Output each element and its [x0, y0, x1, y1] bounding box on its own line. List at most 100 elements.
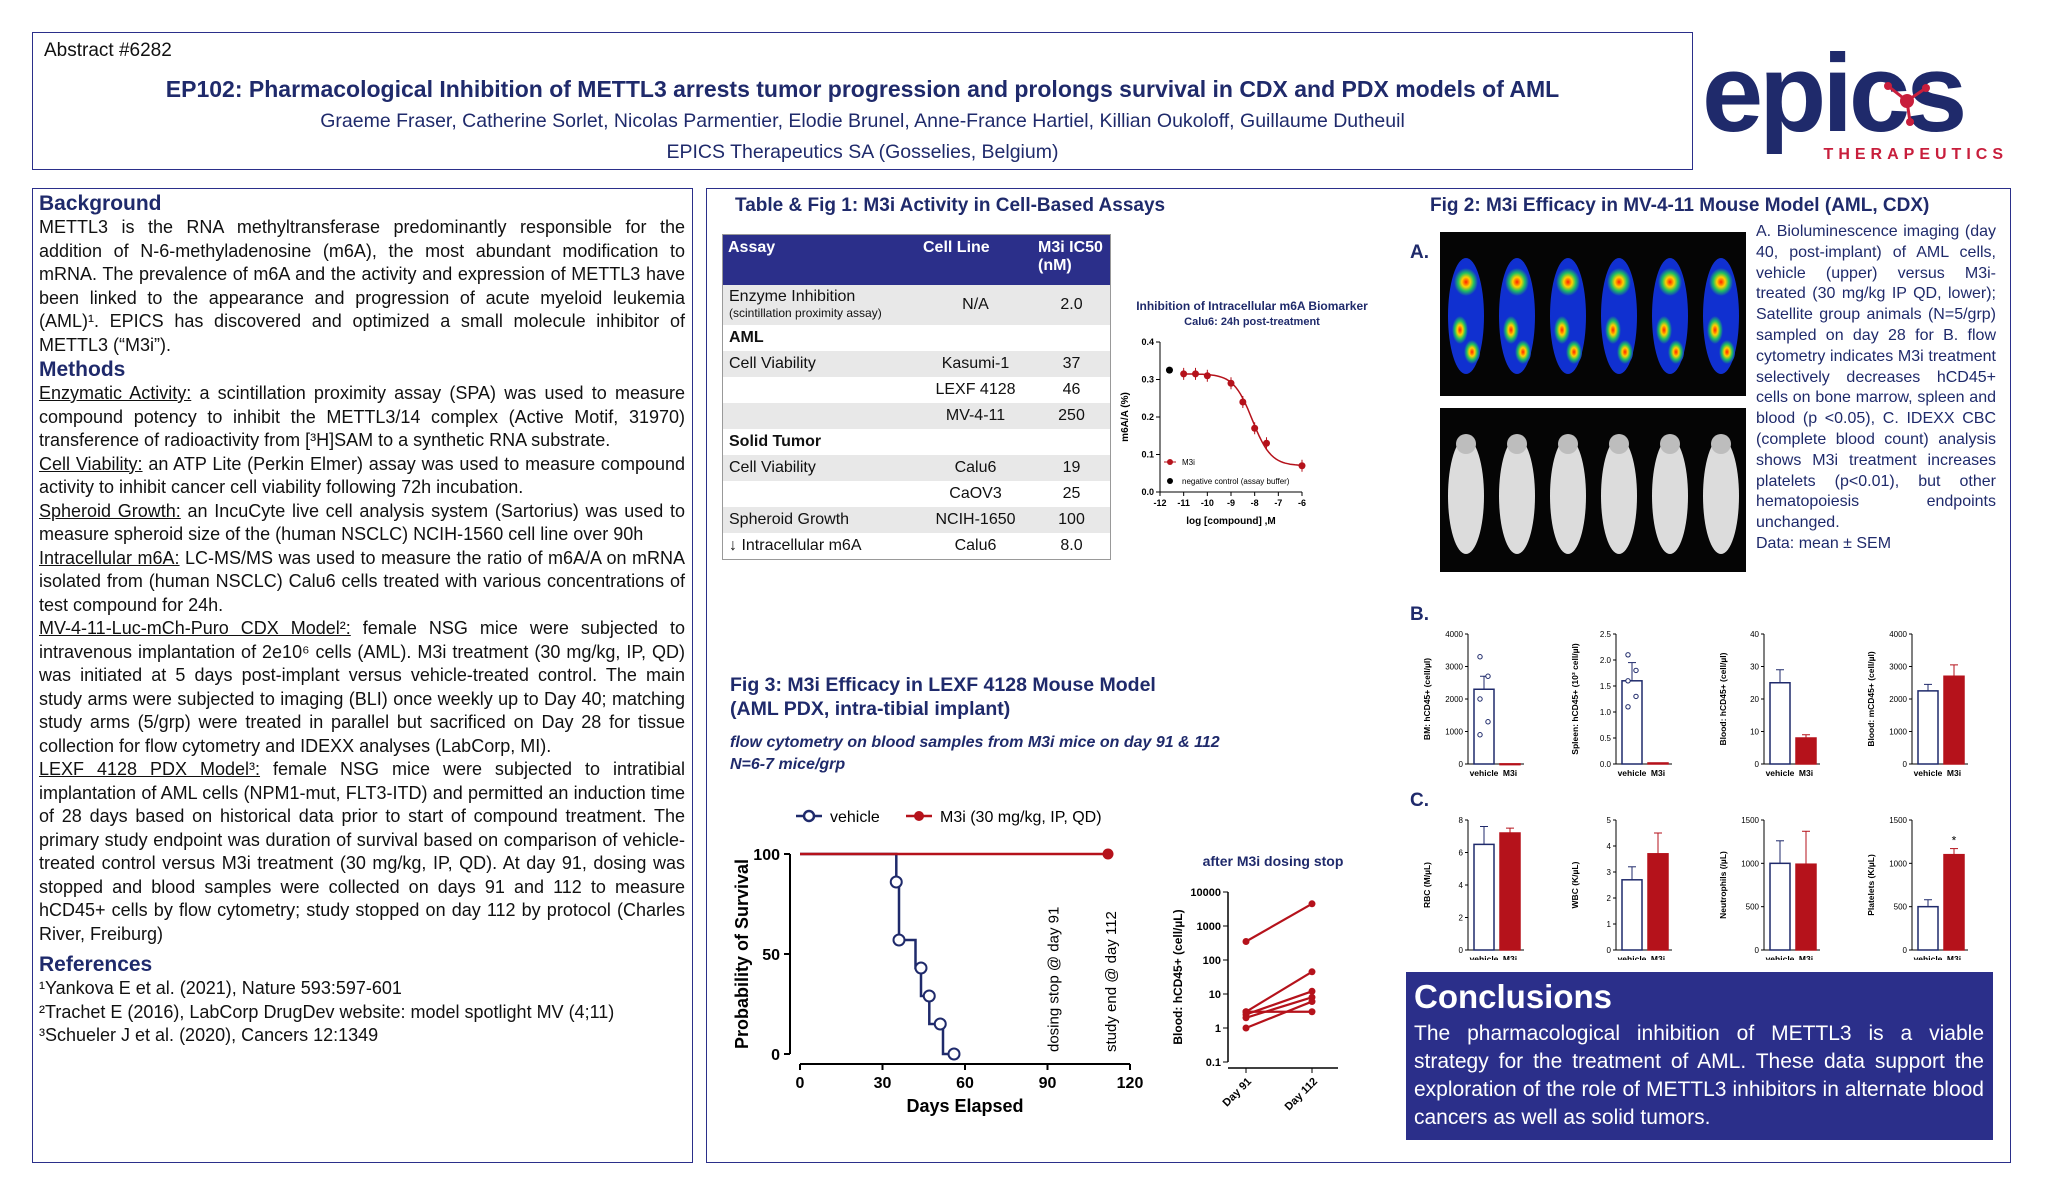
mouse-head	[1660, 434, 1680, 454]
background-heading: Background	[39, 192, 162, 215]
y-tick-label: 40	[1750, 630, 1759, 639]
table-cell-assay: Cell Viability	[722, 455, 918, 481]
y-tick-label: 4	[1459, 881, 1464, 890]
mouse-head	[1456, 434, 1476, 454]
reference-3: ³Schueler J et al. (2020), Cancers 12:13…	[39, 1025, 379, 1045]
mouse-point	[1242, 1008, 1250, 1016]
bar-vehicle	[1473, 688, 1495, 765]
y-tick-label: 0.3	[1141, 375, 1154, 385]
survival-chart: vehicle M3i (30 mg/kg, IP, QD) 0 50 100 0 30 60…	[732, 809, 1143, 1116]
bli-signal	[1505, 268, 1529, 296]
conclusions-text: The pharmacological inhibition of METTL3…	[1414, 1022, 1984, 1129]
bli-signal	[1656, 316, 1672, 344]
table-cell-cell-line: Calu6	[918, 455, 1033, 481]
bar-vehicle	[1917, 690, 1939, 765]
panel-letter-c: C.	[1410, 790, 1429, 811]
y-tick-label: 100	[753, 847, 780, 864]
table-row: CaOV3 25	[723, 481, 1111, 507]
x-tick-label: M3i	[1947, 768, 1961, 778]
y-tick-label: 100	[1203, 955, 1221, 967]
x-tick-label: vehicle	[1766, 954, 1795, 960]
y-tick-label: 1	[1607, 920, 1612, 929]
y-tick-label: 10	[1750, 728, 1759, 737]
mouse-line	[1245, 996, 1313, 1019]
vehicle-point	[922, 989, 936, 1003]
x-tick-label: M3i	[1503, 954, 1517, 960]
data-dot	[1485, 719, 1491, 725]
mouse-head	[1711, 434, 1731, 454]
data-dot	[1625, 704, 1631, 710]
y-tick-label: 0	[1459, 946, 1464, 955]
y-tick-label: 1000	[1445, 728, 1463, 737]
y-axis-label: Probability of Survival	[732, 859, 752, 1049]
bli-signal	[1709, 268, 1733, 296]
x-tick-label: M3i	[1947, 954, 1961, 960]
mouse-point	[1242, 938, 1250, 946]
bli-signal	[1607, 268, 1631, 296]
y-tick-label: 1500	[1741, 816, 1759, 825]
bar-chart-blood: 0 10 20 30 40 Blood: hCD45+ (cell/µl) vehicle M…	[1718, 630, 1820, 778]
table-row: AML	[723, 325, 1111, 351]
assay-name: Enzyme Inhibition	[729, 288, 856, 305]
conclusions-box: Conclusions The pharmacological inhibiti…	[1406, 972, 1993, 1140]
table-row: Solid Tumor	[723, 429, 1111, 455]
y-tick-label: 2.0	[1600, 656, 1612, 665]
bar-chart-blood-m: 0 1000 2000 3000 4000 Blood: mCD45+ (cell/µl)…	[1866, 630, 1968, 778]
method-text: a scintillation proximity assay (SPA) wa…	[39, 383, 685, 450]
y-tick-label: 4	[1607, 842, 1612, 851]
method-text: female NSG mice were subjected to intrav…	[39, 618, 685, 756]
bli-signal	[1515, 340, 1531, 364]
method-label: Spheroid Growth:	[39, 500, 181, 521]
y-tick-label: 0.4	[1141, 337, 1154, 347]
x-tick-label: M3i	[1651, 768, 1665, 778]
mouse-silhouette	[1550, 438, 1586, 554]
y-tick-label: 2000	[1445, 695, 1463, 704]
table-cell-ic50: 19	[1033, 455, 1111, 481]
legend-marker	[1167, 478, 1173, 484]
method-4: Intracellular m6A: LC-MS/MS was used to …	[39, 547, 685, 618]
x-tick-label: M3i	[1651, 954, 1665, 960]
y-tick-label: 1	[1215, 1023, 1221, 1035]
table-row: Cell Viability Calu6 19	[722, 455, 1111, 481]
y-tick-label: 0.1	[1206, 1057, 1221, 1069]
left-panel: Background METTL3 is the RNA methyltrans…	[32, 188, 693, 1163]
x-tick-label: vehicle	[1618, 768, 1647, 778]
mouse-head	[1507, 434, 1527, 454]
y-axis-label: Blood: hCD45+ (cell/µl)	[1718, 652, 1728, 745]
vehicle-line	[800, 852, 954, 1056]
table-header-row: Assay Cell Line M3i IC50 (nM)	[722, 234, 1111, 285]
bar-M3i	[1499, 763, 1521, 766]
bli-signal	[1719, 340, 1735, 364]
data-dot	[1625, 652, 1631, 658]
mouse-head	[1558, 434, 1578, 454]
x-tick-label: vehicle	[1470, 768, 1499, 778]
y-tick-label: 8	[1459, 816, 1464, 825]
abstract-number: Abstract #6282	[44, 40, 172, 61]
assay-sub: (scintillation proximity assay)	[729, 306, 882, 320]
table-cell-ic50: 2.0	[1033, 285, 1111, 325]
bar-chart-rbc: 0 2 4 6 8 RBC (M/µL) vehicle M3i	[1422, 816, 1524, 960]
y-axis-label: m6A/A (%)	[1120, 392, 1131, 442]
y-tick-label: 3000	[1445, 663, 1463, 672]
method-label: MV-4-11-Luc-mCh-Puro CDX Model²:	[39, 618, 351, 638]
y-tick-label: 10000	[1190, 887, 1221, 899]
mouse-head	[1609, 434, 1629, 454]
bar-M3i	[1795, 863, 1817, 951]
authors: Graeme Fraser, Catherine Sorlet, Nicolas…	[320, 110, 1405, 132]
bli-signal	[1556, 268, 1580, 296]
logo-molecule-icon	[1884, 82, 1930, 126]
affiliation: EPICS Therapeutics SA (Gosselies, Belgiu…	[666, 141, 1059, 163]
data-dot	[1633, 667, 1639, 674]
x-tick-label: vehicle	[1914, 954, 1943, 960]
method-label: LEXF 4128 PDX Model³:	[39, 759, 261, 779]
y-axis-label: RBC (M/µL)	[1422, 862, 1432, 908]
bar-vehicle	[1769, 682, 1791, 765]
header-box	[32, 32, 1693, 170]
chart-title: after M3i dosing stop	[1203, 853, 1344, 869]
logo-subtitle: THERAPEUTICS	[1823, 146, 2008, 163]
mouse-silhouette	[1601, 438, 1637, 554]
y-tick-label: 1.5	[1600, 682, 1612, 691]
x-tick-label: -12	[1153, 498, 1166, 508]
y-tick-label: 0	[1903, 946, 1908, 955]
ic50-table: Assay Cell Line M3i IC50 (nM) Enzyme Inh…	[722, 234, 1111, 560]
